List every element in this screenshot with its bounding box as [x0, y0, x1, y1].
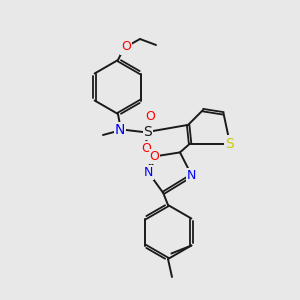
Text: O: O — [121, 40, 131, 53]
Text: N: N — [115, 123, 125, 137]
Text: O: O — [141, 142, 151, 154]
Text: S: S — [226, 136, 234, 151]
Text: S: S — [144, 125, 152, 139]
Text: O: O — [145, 110, 155, 122]
Text: N: N — [143, 166, 153, 178]
Text: O: O — [149, 150, 159, 163]
Text: N: N — [187, 169, 196, 182]
